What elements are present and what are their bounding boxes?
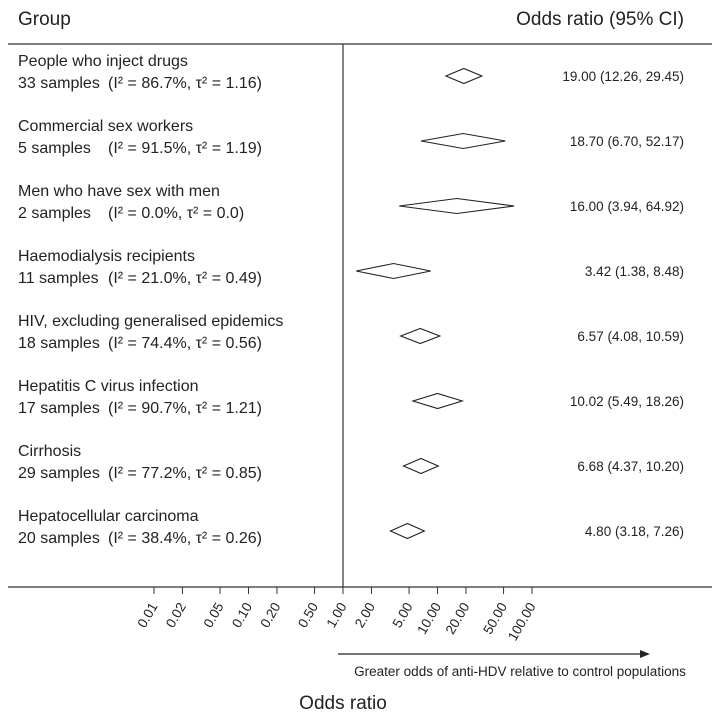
pooled-estimate-diamond (410, 392, 465, 410)
forest-row: People who inject drugs 33 samples (I² = 8… (18, 53, 684, 92)
x-tick-label: 0.20 (257, 600, 283, 630)
sample-count: 11 samples (18, 270, 99, 287)
x-tick-label: 0.01 (134, 600, 160, 630)
x-tick-label: 0.50 (295, 600, 321, 630)
x-tick-label: 10.00 (414, 600, 444, 637)
group-column-header: Group (18, 9, 71, 30)
pooled-estimate-diamond (399, 327, 442, 345)
sample-count: 18 samples (18, 335, 100, 352)
x-tick-label: 0.10 (229, 600, 255, 630)
ci-value: 16.00 (3.94, 64.92) (570, 199, 684, 214)
heterogeneity-stats: (I² = 86.7%, τ² = 1.16) (108, 75, 262, 92)
heterogeneity-stats: (I² = 0.0%, τ² = 0.0) (108, 205, 244, 222)
heterogeneity-stats: (I² = 38.4%, τ² = 0.26) (108, 530, 262, 547)
sample-count: 5 samples (18, 140, 91, 157)
pooled-estimate-diamond (356, 262, 431, 280)
pooled-estimate-diamond (444, 67, 484, 85)
x-tick-label: 20.00 (443, 600, 473, 637)
group-name: HIV, excluding generalised epidemics (18, 313, 283, 330)
heterogeneity-stats: (I² = 21.0%, τ² = 0.49) (108, 270, 262, 287)
ci-value: 18.70 (6.70, 52.17) (570, 134, 684, 149)
x-tick-label: 100.00 (505, 600, 539, 643)
pooled-estimate-diamond (420, 132, 506, 150)
sample-count: 17 samples (18, 400, 100, 417)
group-name: Haemodialysis recipients (18, 248, 195, 265)
group-name: Men who have sex with men (18, 183, 220, 200)
ci-value: 4.80 (3.18, 7.26) (585, 524, 684, 539)
odds-ratio-column-header: Odds ratio (95% CI) (516, 9, 684, 30)
forest-row: Haemodialysis recipients 11 samples (I² = … (18, 248, 684, 287)
pooled-estimate-diamond (402, 457, 440, 475)
ci-value: 10.02 (5.49, 18.26) (570, 394, 684, 409)
forest-row: Hepatitis C virus infection 17 samples (I²… (18, 378, 684, 417)
x-axis-label: Odds ratio (299, 693, 387, 714)
ci-value: 6.68 (4.37, 10.20) (577, 459, 684, 474)
ci-value: 19.00 (12.26, 29.45) (562, 69, 684, 84)
forest-row: Cirrhosis 29 samples (I² = 77.2%, τ² = 0.8… (18, 443, 684, 482)
sample-count: 33 samples (18, 75, 100, 92)
x-axis-ticks: 0.01 0.02 0.05 0.10 0.20 0.50 1.00 2.00 5.0010.0… (134, 587, 539, 643)
x-tick-label: 1.00 (323, 600, 349, 630)
x-tick-label: 50.00 (480, 600, 510, 637)
forest-row: Hepatocellular carcinoma 20 samples (I² = … (18, 508, 684, 547)
x-tick-label: 2.00 (352, 600, 378, 630)
sample-count: 29 samples (18, 465, 100, 482)
group-name: Hepatitis C virus infection (18, 378, 199, 395)
sample-count: 20 samples (18, 530, 100, 547)
forest-row: Commercial sex workers 5 samples (I² = 91.… (18, 118, 684, 157)
direction-note: Greater odds of anti-HDV relative to con… (354, 664, 686, 679)
heterogeneity-stats: (I² = 77.2%, τ² = 0.85) (108, 465, 262, 482)
group-name: People who inject drugs (18, 53, 188, 70)
heterogeneity-stats: (I² = 90.7%, τ² = 1.21) (108, 400, 262, 417)
ci-value: 6.57 (4.08, 10.59) (577, 329, 684, 344)
x-tick-label: 0.05 (201, 600, 227, 630)
group-name: Commercial sex workers (18, 118, 193, 135)
heterogeneity-stats: (I² = 91.5%, τ² = 1.19) (108, 140, 262, 157)
pooled-estimate-diamond (399, 197, 515, 215)
group-name: Hepatocellular carcinoma (18, 508, 199, 525)
sample-count: 2 samples (18, 205, 91, 222)
study-rows: People who inject drugs 33 samples (I² = 8… (18, 53, 684, 547)
direction-arrowhead (640, 650, 650, 658)
x-tick-label: 0.02 (163, 600, 189, 630)
forest-row: HIV, excluding generalised epidemics 18 s… (18, 313, 684, 352)
pooled-estimate-diamond (389, 522, 426, 540)
ci-value: 3.42 (1.38, 8.48) (585, 264, 684, 279)
heterogeneity-stats: (I² = 74.4%, τ² = 0.56) (108, 335, 262, 352)
x-tick-label: 5.00 (390, 600, 416, 630)
forest-row: Men who have sex with men 2 samples (I² = … (18, 183, 684, 222)
group-name: Cirrhosis (18, 443, 81, 460)
